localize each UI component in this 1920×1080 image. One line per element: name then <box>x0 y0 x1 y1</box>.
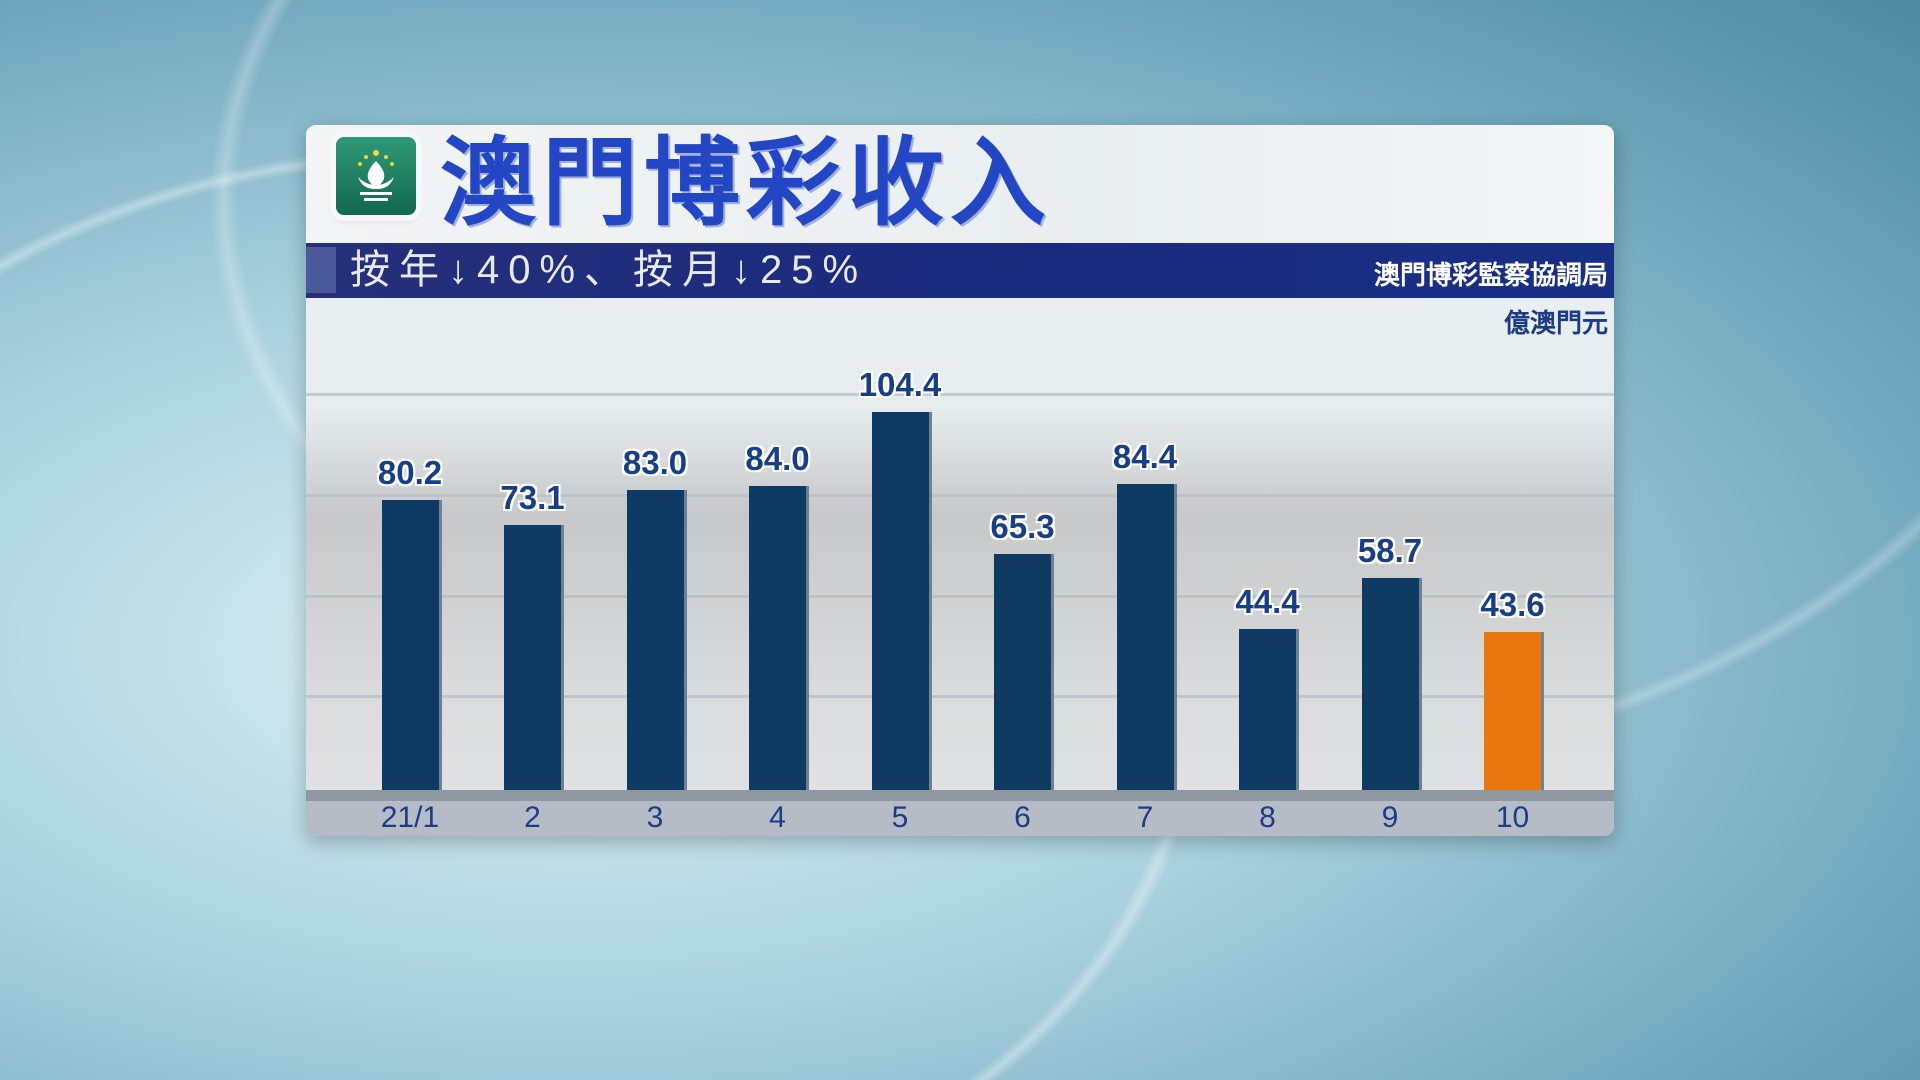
value-label: 73.1 <box>500 479 565 517</box>
subtitle-band: 按年↓40%、按月↓25% 澳門博彩監察協調局 <box>306 243 1614 298</box>
x-tick-label: 7 <box>1136 801 1154 834</box>
value-label: 104.4 <box>858 366 942 404</box>
bar-7 <box>1116 484 1174 790</box>
bar-6 <box>994 553 1051 790</box>
bar-5 <box>871 412 929 790</box>
value-label: 84.0 <box>745 439 810 477</box>
x-tick-label: 8 <box>1259 801 1276 834</box>
bar-2 <box>504 525 561 790</box>
bar-10 <box>1484 632 1541 790</box>
unit-label: 億澳門元 <box>1503 308 1608 338</box>
chart-subtitle: 按年↓40%、按月↓25% <box>350 248 868 292</box>
data-source: 澳門博彩監察協調局 <box>1373 260 1608 290</box>
x-tick-label: 21/1 <box>380 801 440 834</box>
bar-3 <box>626 489 684 790</box>
x-tick-label: 3 <box>646 801 664 834</box>
value-label: 83.0 <box>622 443 688 481</box>
bar-9 <box>1361 577 1419 790</box>
band-accent <box>306 247 336 293</box>
chart-panel: 澳門博彩收入 按年↓40%、按月↓25% 澳門博彩監察協調局 億澳門元 80.2… <box>306 125 1614 836</box>
x-tick-label: 5 <box>891 801 909 834</box>
chart-title: 澳門博彩收入 <box>440 130 1052 237</box>
x-tick-label: 9 <box>1381 801 1399 834</box>
x-tick-label: 4 <box>769 801 786 834</box>
bar-8 <box>1239 629 1296 790</box>
value-label: 84.4 <box>1112 438 1178 476</box>
gridline <box>306 393 1614 396</box>
value-label: 43.6 <box>1480 586 1545 624</box>
gridline <box>306 494 1614 497</box>
title-bar: 澳門博彩收入 <box>306 125 1614 243</box>
value-label: 44.4 <box>1235 583 1300 621</box>
bar-4 <box>749 485 806 790</box>
macau-flag-icon <box>336 137 416 215</box>
gridline <box>306 695 1614 698</box>
value-label: 65.3 <box>990 507 1055 545</box>
x-tick-label: 2 <box>524 801 541 834</box>
gridline <box>306 595 1614 598</box>
value-label: 58.7 <box>1357 531 1423 569</box>
x-tick-label: 10 <box>1495 801 1530 834</box>
value-label: 80.2 <box>377 453 443 491</box>
bar-21/1 <box>381 499 439 790</box>
x-axis <box>306 790 1614 836</box>
x-tick-label: 6 <box>1014 801 1031 834</box>
